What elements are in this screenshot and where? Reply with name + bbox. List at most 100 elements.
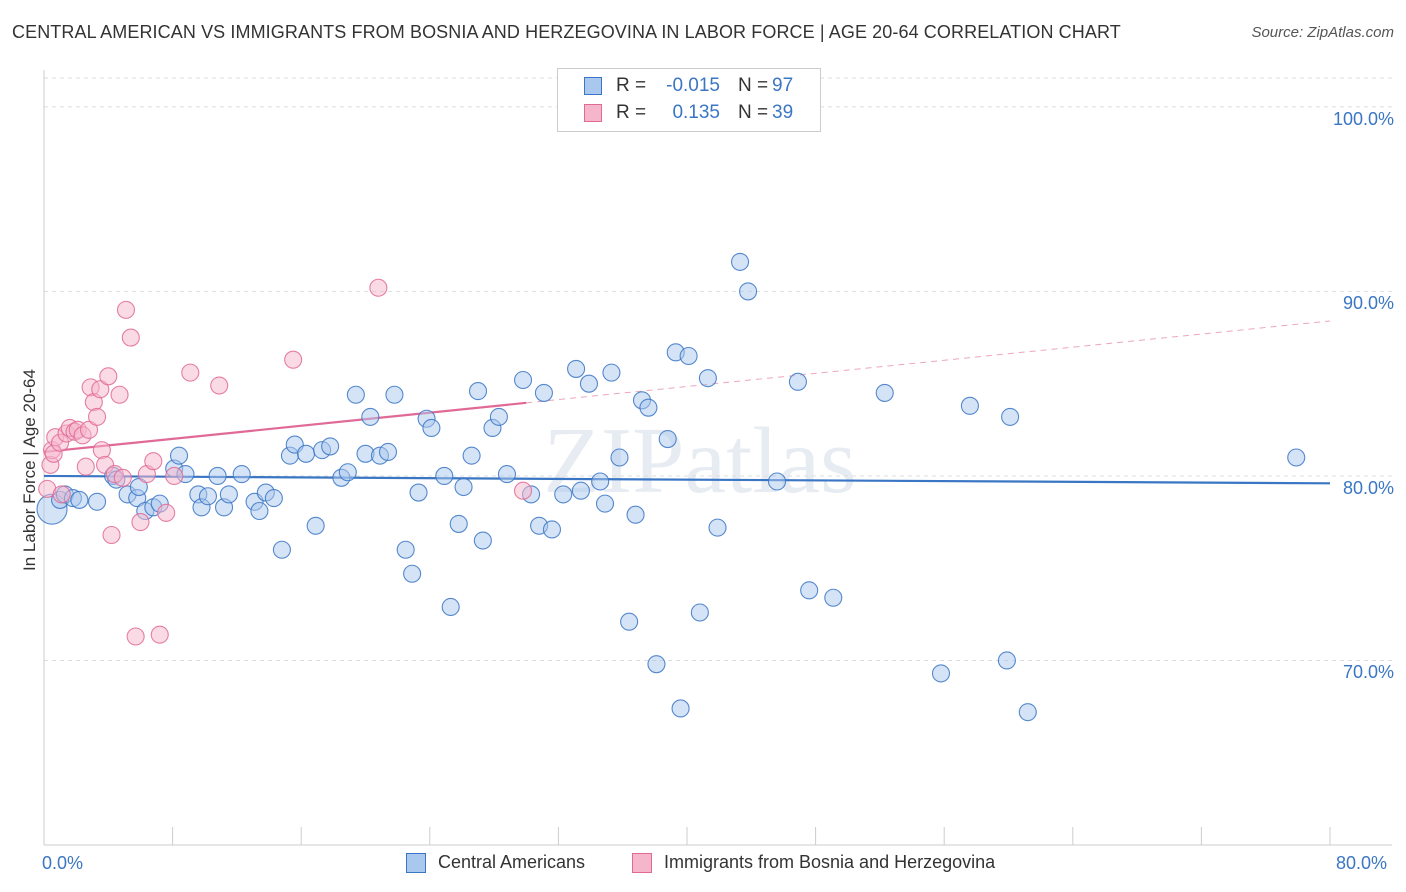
legend-swatch-pink bbox=[584, 104, 602, 122]
point-central-americans bbox=[513, 370, 533, 390]
point-bosnia bbox=[369, 278, 388, 297]
point-central-americans bbox=[626, 505, 645, 524]
point-central-americans bbox=[767, 472, 787, 491]
legend-label: Immigrants from Bosnia and Herzegovina bbox=[664, 852, 996, 872]
point-central-americans bbox=[739, 282, 758, 301]
point-bosnia bbox=[79, 420, 99, 439]
point-bosnia bbox=[165, 466, 184, 486]
point-bosnia bbox=[102, 525, 121, 545]
point-bosnia bbox=[113, 468, 132, 487]
point-central-americans bbox=[208, 466, 227, 486]
point-bosnia bbox=[131, 513, 150, 532]
point-central-americans bbox=[690, 603, 709, 622]
point-central-americans bbox=[800, 581, 819, 600]
legend-label: Central Americans bbox=[438, 852, 586, 872]
point-central-americans bbox=[875, 383, 894, 402]
point-central-americans bbox=[169, 446, 189, 465]
legend-row-bosnia: R = 0.135 N = 39 bbox=[584, 102, 793, 124]
point-central-americans bbox=[1001, 407, 1020, 426]
point-central-americans bbox=[489, 407, 508, 426]
point-central-americans bbox=[129, 477, 148, 497]
point-central-americans bbox=[449, 514, 468, 533]
point-central-americans bbox=[1018, 703, 1037, 722]
point-central-americans bbox=[591, 472, 610, 491]
point-central-americans bbox=[647, 655, 666, 674]
legend-n-value: 97 bbox=[772, 75, 794, 96]
point-central-americans bbox=[679, 346, 698, 366]
grid-lines bbox=[44, 77, 1392, 661]
point-central-americans bbox=[579, 374, 598, 393]
point-central-americans bbox=[403, 564, 422, 583]
point-central-americans bbox=[338, 463, 357, 482]
point-central-americans bbox=[264, 489, 283, 508]
point-bosnia bbox=[144, 452, 163, 471]
x-tick-label-max: 80.0% bbox=[1336, 853, 1388, 873]
point-central-americans bbox=[378, 442, 398, 462]
legend-swatch-blue bbox=[584, 77, 602, 95]
series-legend-bosnia: Immigrants from Bosnia and Herzegovina bbox=[632, 852, 995, 873]
point-central-americans bbox=[396, 540, 415, 559]
point-central-americans bbox=[87, 492, 107, 511]
trend-line-bosnia bbox=[43, 401, 527, 454]
point-bosnia bbox=[181, 363, 200, 382]
point-bosnia bbox=[513, 481, 533, 500]
point-central-americans bbox=[610, 448, 629, 467]
watermark: ZIPatlas bbox=[543, 409, 856, 513]
point-bosnia bbox=[210, 376, 229, 395]
point-central-americans bbox=[997, 651, 1016, 670]
point-central-americans bbox=[708, 518, 727, 537]
point-central-americans bbox=[534, 383, 553, 402]
point-central-americans bbox=[409, 483, 428, 502]
point-central-americans bbox=[435, 466, 454, 486]
point-central-americans bbox=[595, 494, 615, 513]
point-central-americans bbox=[454, 477, 473, 497]
trend-line-bosnia-extension bbox=[526, 320, 1331, 404]
point-central-americans bbox=[306, 516, 325, 535]
point-central-americans bbox=[567, 359, 586, 378]
point-central-americans bbox=[272, 540, 291, 559]
point-bosnia bbox=[150, 625, 169, 644]
point-central-americans bbox=[346, 385, 365, 404]
trend-lines bbox=[43, 320, 1331, 485]
point-central-americans bbox=[473, 531, 492, 550]
point-central-americans bbox=[385, 385, 404, 404]
point-central-americans bbox=[542, 520, 562, 539]
point-central-americans bbox=[671, 699, 690, 718]
point-bosnia bbox=[284, 350, 303, 369]
point-bosnia bbox=[116, 300, 136, 319]
legend-n-label: N = bbox=[738, 75, 769, 96]
point-central-americans bbox=[250, 501, 269, 521]
legend-n-value: 39 bbox=[772, 102, 794, 123]
point-central-americans bbox=[602, 363, 621, 382]
point-central-americans bbox=[571, 481, 590, 500]
point-central-americans bbox=[422, 418, 441, 438]
point-central-americans bbox=[462, 446, 481, 465]
trend-line-central-americans bbox=[43, 474, 1331, 485]
point-central-americans bbox=[960, 396, 979, 415]
legend-r-value: 0.135 bbox=[672, 102, 720, 123]
point-central-americans bbox=[232, 465, 251, 484]
point-bosnia bbox=[126, 627, 145, 646]
legend-swatch-blue bbox=[406, 852, 426, 873]
point-central-americans bbox=[931, 664, 951, 683]
point-central-americans bbox=[620, 612, 639, 631]
axes bbox=[43, 70, 1392, 846]
y-tick-label: 70.0% bbox=[1342, 662, 1394, 683]
point-bosnia bbox=[99, 367, 118, 386]
point-bosnia bbox=[52, 485, 71, 504]
point-central-americans bbox=[321, 437, 340, 456]
point-central-americans bbox=[788, 372, 807, 391]
series-legend-central-americans: Central Americans bbox=[406, 852, 585, 873]
legend-n-label: N = bbox=[738, 102, 769, 123]
y-tick-label: 80.0% bbox=[1342, 477, 1394, 498]
chart-title: CENTRAL AMERICAN VS IMMIGRANTS FROM BOSN… bbox=[12, 22, 1121, 42]
point-central-americans bbox=[219, 485, 238, 504]
legend-r-label: R = bbox=[616, 75, 647, 96]
point-central-americans bbox=[296, 444, 316, 463]
legend-r-label: R = bbox=[616, 102, 647, 123]
point-central-americans bbox=[70, 490, 89, 509]
point-central-americans bbox=[198, 487, 218, 506]
point-central-americans bbox=[1287, 448, 1306, 467]
legend-swatch-pink bbox=[632, 852, 652, 873]
